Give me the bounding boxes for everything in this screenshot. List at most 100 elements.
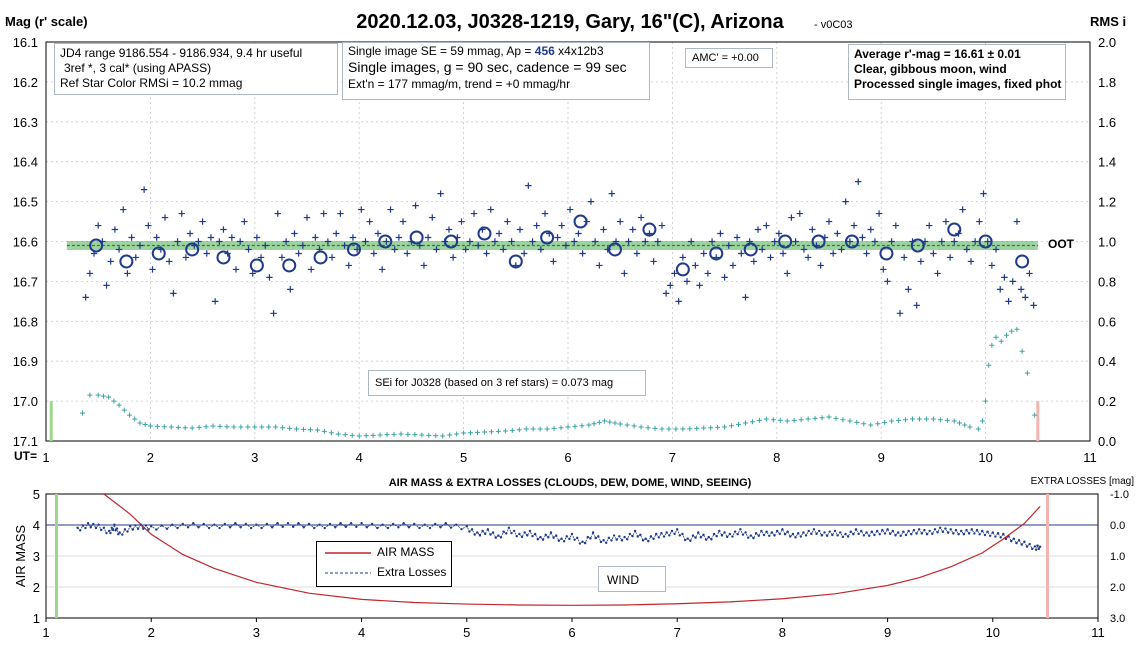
single-image-point: [470, 210, 478, 217]
bottom-x-tick-label: 4: [358, 625, 365, 640]
extra-losses-point: [594, 536, 597, 540]
rms-point: [868, 422, 874, 428]
single-image-point: [1013, 218, 1021, 225]
extra-losses-point: [202, 522, 205, 526]
extra-losses-point: [541, 538, 545, 541]
extra-losses-point: [618, 535, 621, 538]
extra-losses-point: [92, 522, 95, 526]
single-image-point: [591, 238, 599, 245]
extra-losses-point: [460, 527, 463, 531]
extra-losses-point: [465, 525, 468, 528]
air-mass-tick-label: 5: [33, 487, 40, 502]
x-tick-label: 9: [878, 450, 885, 465]
bin-average-point: [978, 234, 993, 249]
rms-point: [602, 418, 608, 424]
extra-losses-point: [718, 529, 721, 533]
extra-losses-point: [562, 539, 566, 543]
bin-average-point: [409, 230, 424, 245]
rms-point: [962, 422, 968, 428]
average-mag-box: Average r'-mag = 16.61 ± 0.01 Clear, gib…: [848, 44, 1066, 100]
rms-point: [652, 425, 658, 431]
extra-losses-point: [234, 521, 237, 525]
x-tick-label: 4: [356, 450, 363, 465]
y2-tick-label: 1.6: [1098, 115, 1116, 130]
single-image-point: [951, 238, 958, 245]
single-image-point: [266, 274, 273, 281]
single-image-point: [917, 258, 925, 265]
single-image-point: [729, 262, 737, 269]
rms-point: [1032, 412, 1038, 418]
extra-losses-point: [939, 526, 942, 529]
extra-losses-point: [114, 529, 117, 532]
bottom-x-tick-label: 6: [568, 625, 575, 640]
extra-losses-point: [657, 536, 660, 539]
x-tick-label: 11: [1083, 450, 1097, 465]
rms-point: [245, 424, 251, 430]
single-image-point: [859, 234, 866, 241]
version-label: - v0C03: [814, 19, 853, 31]
single-image-point: [115, 246, 123, 253]
single-image-point: [420, 262, 428, 269]
y-left-label: Mag (r' scale): [5, 14, 88, 29]
extinction-line: Ext'n = 177 mmag/m, trend = +0 mmag/hr: [348, 76, 571, 91]
conditions-line: Clear, gibbous moon, wind: [854, 62, 1007, 76]
extra-losses-point: [778, 532, 781, 536]
bin-average-point: [508, 254, 523, 269]
extra-losses-point: [602, 538, 605, 542]
extra-losses-point: [249, 526, 253, 530]
single-image-point: [792, 238, 799, 245]
extra-losses-point: [449, 526, 453, 529]
rms-point: [572, 423, 578, 429]
extra-losses-point: [518, 532, 521, 536]
extra-losses-tick-label: 2.0: [1110, 582, 1125, 594]
extra-losses-point: [115, 527, 119, 530]
extra-losses-point: [739, 528, 742, 531]
single-image-point: [303, 214, 311, 221]
bin-average-point: [607, 242, 622, 257]
extra-losses-point: [181, 522, 184, 526]
x-tick-label: 1: [42, 450, 49, 465]
single-image-point: [128, 234, 135, 241]
extra-losses-point: [586, 535, 589, 539]
single-image-point: [253, 234, 261, 241]
extra-losses-point: [917, 528, 921, 531]
bottom-x-tick-label: 11: [1091, 625, 1105, 640]
bin-average-point: [709, 246, 724, 261]
extra-losses-point: [568, 537, 571, 541]
rms-point: [1009, 328, 1015, 334]
extra-losses-point: [386, 526, 390, 530]
single-image-point: [358, 206, 365, 213]
single-image-point: [433, 246, 440, 253]
rms-point: [708, 425, 714, 431]
bin-average-point: [346, 242, 361, 257]
single-image-point: [278, 254, 286, 261]
ap-value: 456: [534, 44, 555, 58]
extra-losses-point: [528, 529, 532, 533]
rms-point: [854, 419, 860, 425]
single-image-point: [412, 202, 419, 209]
extra-losses-point: [639, 533, 642, 536]
single-image-point: [107, 258, 114, 265]
jd-range-line: JD4 range 9186.554 - 9186.934, 9.4 hr us…: [60, 46, 303, 60]
single-image-point: [784, 270, 791, 277]
single-image-point: [495, 230, 503, 237]
single-image-point: [775, 230, 783, 237]
extra-losses-point: [807, 529, 810, 533]
wind-box: WIND: [598, 566, 666, 592]
single-image-point: [445, 226, 453, 233]
extra-losses-point: [654, 532, 658, 536]
extra-losses-point: [328, 522, 332, 526]
extra-losses-point: [894, 534, 897, 537]
extra-losses-point: [988, 534, 992, 537]
extra-losses-point: [407, 526, 411, 529]
rms-point: [631, 423, 637, 429]
single-image-point: [182, 254, 190, 261]
rms-point: [426, 432, 432, 438]
single-image-point: [667, 282, 674, 289]
air-mass-line: [103, 493, 1041, 606]
single-image-point: [525, 182, 532, 189]
rms-point: [342, 432, 348, 438]
extra-losses-point: [697, 531, 700, 534]
extra-losses-point: [978, 533, 981, 536]
extra-losses-point: [946, 531, 950, 534]
